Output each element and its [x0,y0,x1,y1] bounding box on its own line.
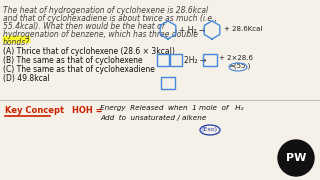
Bar [170,54,182,66]
Text: Energy  Released  when  1 mole  of   H₂: Energy Released when 1 mole of H₂ [100,105,244,111]
Text: (D) 49.8kcal: (D) 49.8kcal [3,74,50,83]
Text: (C) The same as that of cyclohexadiene: (C) The same as that of cyclohexadiene [3,65,155,74]
Text: Add  to  unsaturated / alkene: Add to unsaturated / alkene [100,115,206,121]
Bar [203,54,217,66]
Text: hydrogenation of benzene, which has three double: hydrogenation of benzene, which has thre… [3,30,198,39]
Text: 55.4kcal). What then would be the heat of: 55.4kcal). What then would be the heat o… [3,22,164,31]
Text: =(55.): =(55.) [228,63,250,69]
FancyBboxPatch shape [3,36,29,42]
Text: Key Concept: Key Concept [5,106,64,115]
Text: bonds?: bonds? [3,38,30,47]
Text: + 2×28.6: + 2×28.6 [219,55,253,61]
Text: + H₂ →: + H₂ → [179,26,205,35]
Text: (Exo): (Exo) [202,127,218,132]
Text: and that of cyclohexadiene is about twice as much (i.e.,: and that of cyclohexadiene is about twic… [3,14,217,23]
Text: PW: PW [286,153,306,163]
Text: (B) The same as that of cyclohexene: (B) The same as that of cyclohexene [3,56,143,65]
Text: The heat of hydrogenation of cyclohexene is 28.6kcal: The heat of hydrogenation of cyclohexene… [3,6,208,15]
Text: + 28.6Kcal: + 28.6Kcal [224,26,262,32]
Text: (A) Thrice that of cyclohexene (28.6 × 3kcal): (A) Thrice that of cyclohexene (28.6 × 3… [3,47,175,56]
Text: HOH =: HOH = [72,106,103,115]
Text: 2H₂ →: 2H₂ → [184,55,206,64]
Bar [161,77,175,89]
Circle shape [278,140,314,176]
Bar [157,54,169,66]
